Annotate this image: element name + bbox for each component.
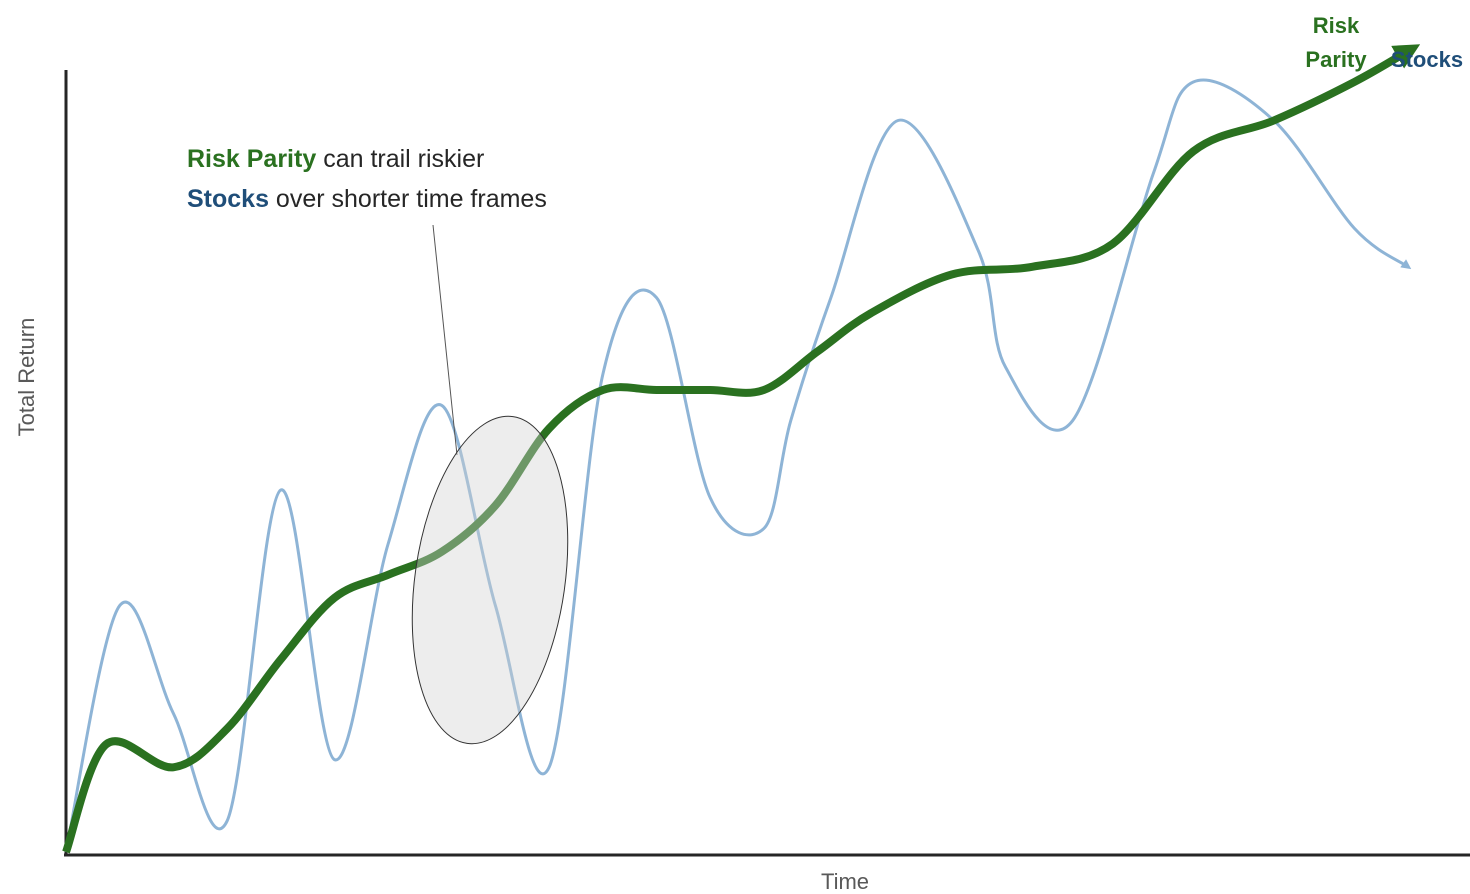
risk-parity-series-line xyxy=(62,44,1421,854)
annotation-line-2: Stocks over shorter time frames xyxy=(187,185,547,213)
stocks-series-line xyxy=(64,78,1412,853)
stocks-end-label: Stocks xyxy=(1391,47,1463,72)
annotation-line-1: Risk Parity can trail riskier xyxy=(187,145,484,173)
annotation-leader-line xyxy=(432,224,458,456)
annotation-line-2-rest: over shorter time frames xyxy=(269,185,547,213)
annotation-stocks-highlight: Stocks xyxy=(187,185,269,213)
y-axis-title: Total Return xyxy=(14,318,39,437)
annotation-highlight-ellipse xyxy=(411,415,569,745)
annotation-line-1-rest: can trail riskier xyxy=(316,145,484,173)
risk-parity-end-label-line-2: Parity xyxy=(1305,47,1367,72)
risk-parity-end-label-line-1: Risk xyxy=(1313,13,1360,38)
x-axis-title: Time xyxy=(821,869,869,894)
annotation-risk-parity-highlight: Risk Parity xyxy=(187,145,316,173)
